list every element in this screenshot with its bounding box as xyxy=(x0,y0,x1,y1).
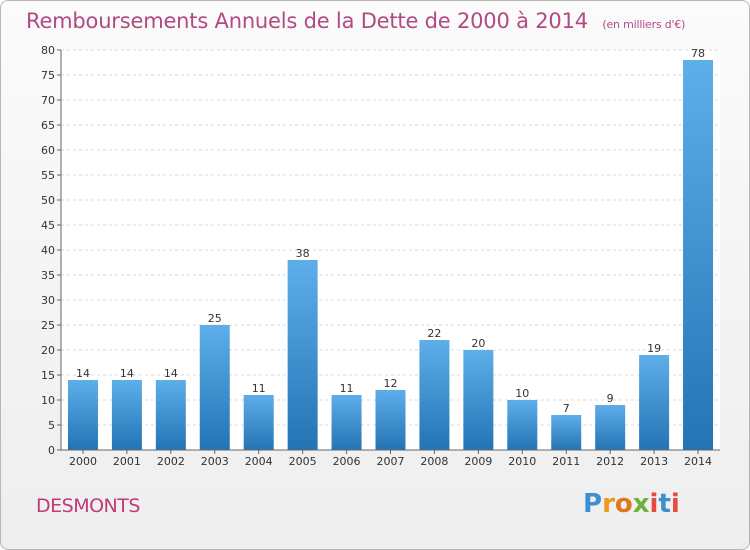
logo-letter: r xyxy=(602,489,615,519)
x-tick-label: 2006 xyxy=(333,455,361,468)
bar-value-label: 19 xyxy=(647,342,661,355)
y-tick-label: 55 xyxy=(41,169,55,182)
y-tick-label: 20 xyxy=(41,344,55,357)
bar-value-label: 78 xyxy=(691,47,705,60)
bar xyxy=(507,400,538,450)
bar-value-label: 14 xyxy=(120,367,134,380)
bar xyxy=(419,340,450,450)
x-tick-label: 2009 xyxy=(464,455,492,468)
bar xyxy=(639,355,670,450)
bar-value-label: 11 xyxy=(252,382,266,395)
y-tick-label: 0 xyxy=(48,444,55,457)
y-tick-label: 15 xyxy=(41,369,55,382)
bar xyxy=(67,380,98,450)
x-tick-label: 2010 xyxy=(508,455,536,468)
bar-value-label: 25 xyxy=(208,312,222,325)
y-tick-label: 60 xyxy=(41,144,55,157)
x-tick-label: 2000 xyxy=(69,455,97,468)
bar-value-label: 12 xyxy=(384,377,398,390)
bar xyxy=(111,380,142,450)
bar-value-label: 38 xyxy=(296,247,310,260)
bar-value-label: 20 xyxy=(471,337,485,350)
y-tick-label: 45 xyxy=(41,219,55,232)
proxiti-logo: Proxiti xyxy=(583,489,680,519)
x-tick-label: 2003 xyxy=(201,455,229,468)
x-tick-label: 2013 xyxy=(640,455,668,468)
bar xyxy=(155,380,186,450)
bar xyxy=(463,350,494,450)
bar xyxy=(199,325,230,450)
bar-value-label: 14 xyxy=(76,367,90,380)
bar-value-label: 22 xyxy=(427,327,441,340)
y-tick-label: 50 xyxy=(41,194,55,207)
bar xyxy=(683,60,714,450)
logo-letter: i xyxy=(670,489,680,519)
chart-unit-label: (en milliers d'€) xyxy=(602,18,686,31)
bar xyxy=(331,395,362,450)
x-tick-label: 2004 xyxy=(245,455,273,468)
chart-title: Remboursements Annuels de la Dette de 20… xyxy=(26,9,685,33)
logo-letter: P xyxy=(583,489,603,519)
commune-name: DESMONTS xyxy=(36,495,140,517)
y-tick-label: 40 xyxy=(41,244,55,257)
x-tick-label: 2008 xyxy=(420,455,448,468)
x-tick-label: 2001 xyxy=(113,455,141,468)
bar xyxy=(595,405,626,450)
y-tick-label: 70 xyxy=(41,94,55,107)
x-tick-label: 2007 xyxy=(377,455,405,468)
bar xyxy=(551,415,582,450)
x-tick-label: 2014 xyxy=(684,455,712,468)
x-tick-label: 2002 xyxy=(157,455,185,468)
y-tick-label: 65 xyxy=(41,119,55,132)
x-tick-label: 2012 xyxy=(596,455,624,468)
y-tick-label: 10 xyxy=(41,394,55,407)
bar xyxy=(287,260,318,450)
y-tick-label: 30 xyxy=(41,294,55,307)
bar-value-label: 11 xyxy=(340,382,354,395)
y-tick-label: 35 xyxy=(41,269,55,282)
y-tick-label: 80 xyxy=(41,44,55,57)
y-tick-label: 25 xyxy=(41,319,55,332)
x-tick-label: 2005 xyxy=(289,455,317,468)
y-tick-label: 75 xyxy=(41,69,55,82)
bar-value-label: 9 xyxy=(607,392,614,405)
logo-letter: o xyxy=(614,489,633,519)
logo-letter: x xyxy=(632,489,650,519)
bar xyxy=(375,390,406,450)
y-tick-label: 5 xyxy=(48,419,55,432)
x-tick-label: 2011 xyxy=(552,455,580,468)
chart-title-text: Remboursements Annuels de la Dette de 20… xyxy=(26,9,588,33)
bar-value-label: 7 xyxy=(563,402,570,415)
bar-value-label: 14 xyxy=(164,367,178,380)
logo-letter: i xyxy=(649,489,659,519)
logo-letter: t xyxy=(658,489,671,519)
bar-value-label: 10 xyxy=(515,387,529,400)
bar xyxy=(243,395,274,450)
